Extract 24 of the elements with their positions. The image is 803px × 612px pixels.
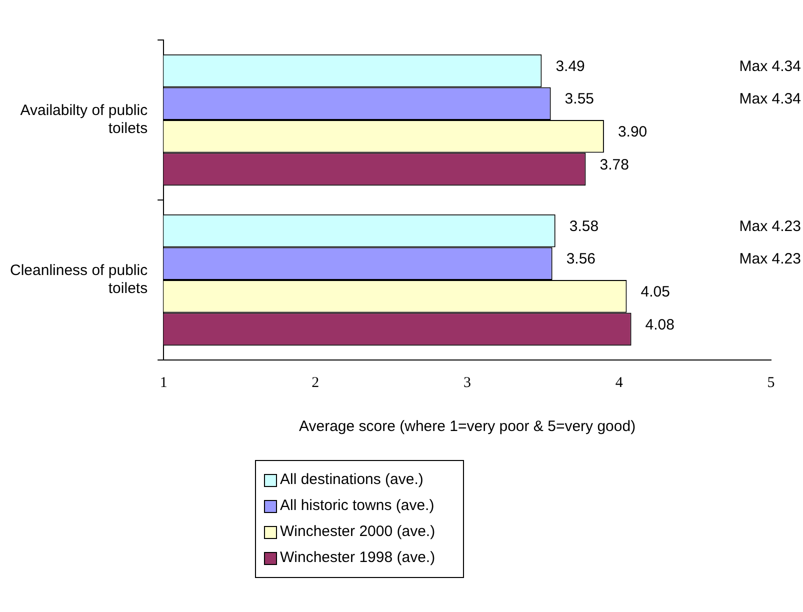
data-label: 3.78 [600, 156, 629, 174]
data-label: 4.05 [640, 284, 670, 301]
data-label: 3.58 [569, 218, 599, 235]
annotation: Max 4.23 [739, 250, 801, 268]
legend-label: All destinations (ave.) [280, 470, 424, 490]
x-tick-label: 5 [767, 374, 775, 391]
x-tick-label: 4 [615, 374, 624, 391]
legend-label: Winchester 2000 (ave.) [280, 522, 436, 542]
x-tick-label: 1 [160, 374, 168, 391]
x-tick-label: 3 [464, 374, 472, 391]
data-label: 3.55 [564, 90, 594, 108]
data-label: 3.56 [566, 250, 596, 268]
y-tick-label: Cleanliness of public toilets [10, 262, 148, 298]
data-label: 4.08 [645, 316, 674, 334]
data-label: 3.90 [618, 124, 648, 141]
annotation: Max 4.34 [739, 58, 801, 75]
x-tick-label: 2 [312, 374, 320, 391]
legend-label: All historic towns (ave.) [280, 496, 434, 516]
x-axis-title: Average score (where 1=very poor & 5=very good) [299, 418, 636, 436]
annotation: Max 4.34 [739, 90, 801, 108]
data-label: 3.49 [556, 58, 585, 75]
y-tick-label: Availabilty of public toilets [20, 102, 148, 138]
legend-label: Winchester 1998 (ave.) [280, 548, 436, 568]
annotation: Max 4.23 [739, 218, 801, 235]
